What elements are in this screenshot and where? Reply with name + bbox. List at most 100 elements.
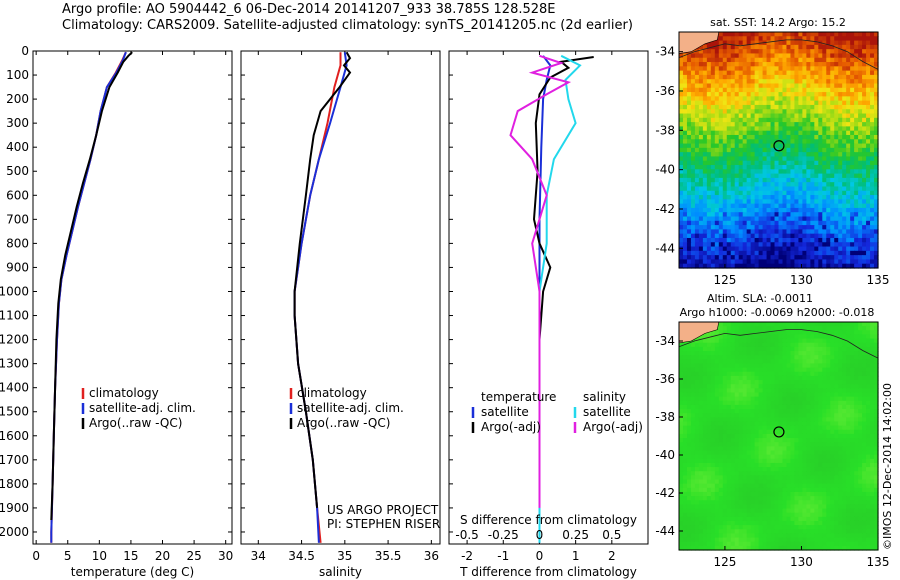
map-cell [758,152,764,158]
map-cell [766,122,772,127]
map-cell [806,96,811,102]
map-cell [710,454,716,460]
map-cell [718,346,724,352]
map-cell [806,104,811,110]
map-cell [706,139,712,145]
map-cell [858,122,863,127]
map-cell [818,475,823,481]
map-cell [830,242,835,248]
map-cell [850,92,855,97]
map-cell [738,130,744,136]
map-cell [754,367,760,373]
map-cell [794,225,799,230]
map-cell [870,152,875,158]
map-cell [850,454,855,460]
map-cell [794,182,799,188]
map-cell [846,396,851,402]
map-cell [730,400,736,406]
map-cell [710,471,716,476]
map-cell [790,169,796,175]
map-cell [846,326,851,331]
map-cell [758,66,764,72]
map-cell [714,371,720,377]
map-cell [690,199,696,205]
map-cell [822,259,827,265]
map-cell [698,74,704,80]
map-cell [682,346,688,352]
map-cell [778,375,784,381]
map-cell [718,57,724,63]
map-cell [790,433,796,439]
map-cell [742,242,748,248]
map-cell [770,429,776,435]
map-cell [798,109,803,115]
map-cell [802,186,807,192]
map-cell [738,400,744,406]
map-cell [694,169,700,175]
map-cell [826,49,831,55]
map-cell [854,40,859,46]
map-cell [818,190,823,196]
map-cell [822,165,827,170]
map-cell [798,413,803,418]
map-cell [830,53,835,59]
map-cell [806,338,811,344]
map-cell [790,246,796,252]
map-cell [702,139,708,145]
map-cell [762,40,768,46]
map-cell [786,74,792,80]
map-cell [794,322,799,327]
map-cell [718,134,724,140]
map-cell [722,173,728,179]
map-cell [834,104,839,110]
map-cell [858,104,863,110]
map-cell [734,330,740,336]
map-cell [746,177,752,183]
map-cell [818,169,823,175]
map-cell [734,143,740,149]
map-cell [862,92,867,97]
map-cell [679,199,684,205]
legend-label: Argo(..raw -QC) [89,416,182,430]
map-cell [810,263,815,269]
map-cell [842,229,847,235]
map-cell [778,421,784,427]
map-cell [818,250,823,256]
map-cell [846,182,851,188]
map-cell [794,396,799,402]
map-cell [754,413,760,418]
map-cell [798,216,803,222]
map-cell [806,429,811,435]
map-cell [858,190,863,196]
map-cell [722,371,728,377]
x-tick-label: 5 [64,549,72,563]
map-cell [818,182,823,188]
map-cell [786,388,792,394]
map-cell [706,330,712,336]
map-cell [726,259,732,265]
map-cell [690,400,696,406]
map-cell [770,326,776,331]
map-cell [686,225,692,230]
map-cell [758,334,764,340]
map-cell [762,74,768,80]
map-cell [714,100,720,106]
map-cell [802,242,807,248]
map-cell [738,32,744,37]
map-cell [794,237,799,243]
map-cell [746,182,752,188]
plot-frame [240,50,441,545]
map-cell [858,433,863,439]
map-cell [854,152,859,158]
map-cell [786,70,792,76]
map-cell [758,375,764,381]
map-cell [870,380,875,385]
map-cell [686,359,692,365]
map-cell [746,255,752,261]
map-cell [830,246,835,252]
map-cell [774,404,780,410]
map-cell [754,450,760,456]
map-cell [866,195,871,200]
map-cell [682,126,688,132]
map-cell [774,229,780,235]
